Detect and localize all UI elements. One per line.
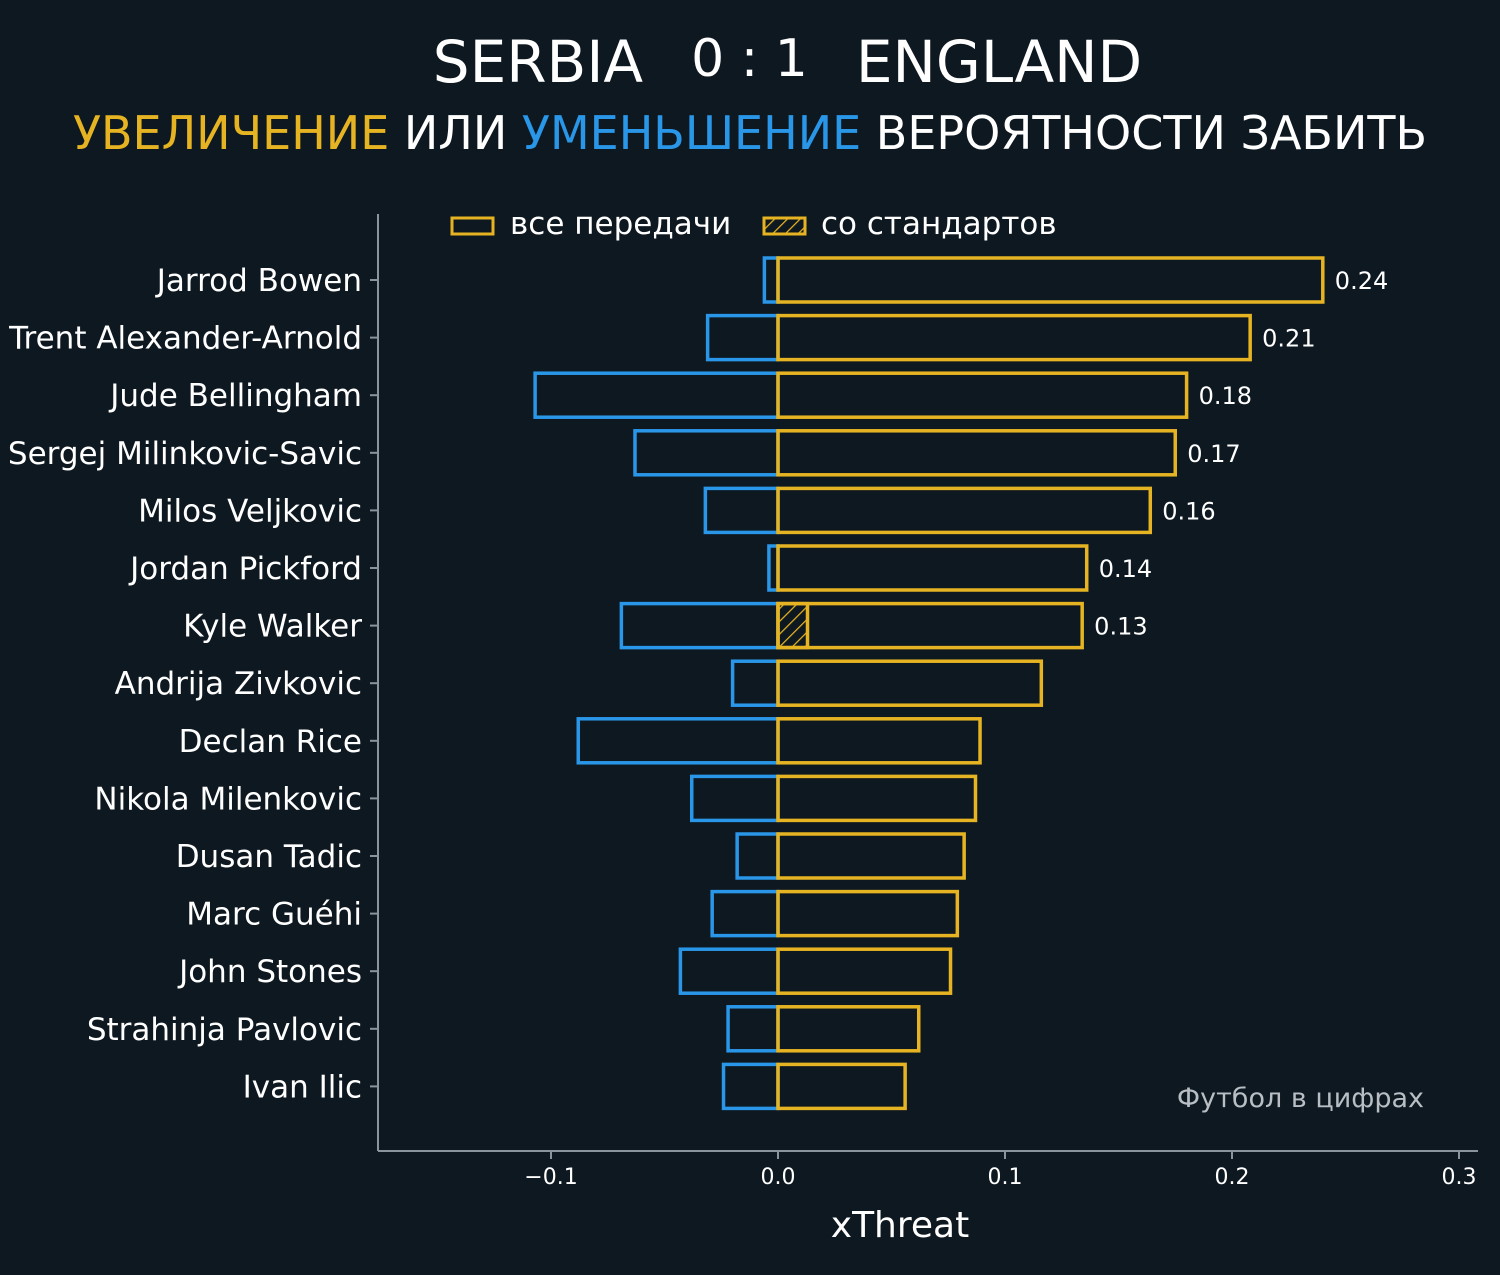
increase-bar	[776, 889, 960, 938]
player-label: Ivan Ilic	[243, 1069, 362, 1105]
match-score: 0 : 1	[691, 29, 808, 89]
decrease-bar	[703, 486, 780, 535]
increase-bar	[776, 832, 966, 880]
increase-bar	[776, 256, 1325, 304]
player-label: Dusan Tadic	[176, 839, 362, 875]
decrease-bar	[689, 774, 780, 823]
increase-bar	[776, 717, 982, 765]
decrease-bar	[726, 1005, 780, 1053]
value-label: 0.16	[1162, 497, 1215, 525]
player-label: Nikola Milenkovic	[94, 781, 362, 817]
increase-bar	[776, 371, 1189, 419]
decrease-bar	[762, 256, 780, 304]
increase-bar	[776, 659, 1044, 707]
legend-all-passes-label: все передачи	[510, 206, 731, 242]
decrease-bar	[705, 313, 780, 362]
increase-bar	[776, 601, 1084, 650]
decrease-bar	[735, 832, 780, 880]
value-label: 0.13	[1094, 613, 1147, 641]
increase-bar	[776, 1062, 907, 1111]
increase-bar	[776, 1005, 921, 1053]
decrease-bar	[730, 659, 780, 707]
watermark: Футбол в цифрах	[1177, 1083, 1424, 1114]
player-label: Milos Veljkovic	[138, 493, 362, 529]
player-label: Jude Bellingham	[108, 378, 362, 414]
value-label: 0.24	[1335, 267, 1388, 295]
player-label: John Stones	[177, 954, 362, 990]
player-label: Jarrod Bowen	[155, 263, 362, 299]
x-tick-label: 0.2	[1215, 1165, 1250, 1190]
decrease-bar	[633, 429, 780, 477]
chart-bars	[533, 256, 1325, 1111]
x-tick-label: 0.0	[761, 1165, 796, 1190]
increase-bar	[776, 313, 1252, 362]
legend-set-pieces-swatch	[762, 216, 807, 236]
decrease-bar	[576, 717, 780, 765]
increase-bar	[776, 947, 953, 995]
chart-subtitle: УВЕЛИЧЕНИЕ ИЛИ УМЕНЬШЕНИЕ ВЕРОЯТНОСТИ ЗА…	[0, 106, 1500, 160]
subtitle-or: ИЛИ	[389, 106, 522, 160]
player-label: Sergej Milinkovic-Savic	[8, 436, 362, 472]
value-label: 0.17	[1187, 440, 1240, 468]
decrease-bar	[721, 1062, 780, 1111]
player-label: Declan Rice	[179, 724, 362, 760]
player-label: Jordan Pickford	[128, 551, 362, 587]
chart-title: SERBIA 0 : 1 ENGLAND	[0, 28, 1500, 96]
player-label: Trent Alexander-Arnold	[8, 321, 362, 357]
x-axis-label: xThreat	[831, 1205, 969, 1246]
player-label: Marc Guéhi	[186, 897, 362, 933]
away-team-name: ENGLAND	[855, 28, 1143, 96]
increase-bar	[776, 429, 1177, 477]
increase-bar	[776, 774, 978, 823]
legend-all-passes-swatch	[450, 216, 495, 236]
value-label: 0.21	[1262, 325, 1315, 353]
chart-legend: все передачи со стандартов	[450, 206, 1057, 242]
value-label: 0.14	[1099, 555, 1152, 583]
value-label: 0.18	[1199, 382, 1252, 410]
player-label: Kyle Walker	[183, 609, 362, 645]
chart-labels: Jarrod Bowen 0.24 Trent Alexander-Arnold 0.…	[8, 263, 1388, 1105]
player-label: Strahinja Pavlovic	[87, 1012, 362, 1048]
x-tick-label: −0.1	[524, 1165, 577, 1190]
home-team-name: SERBIA	[432, 28, 644, 96]
x-tick-label: 0.3	[1442, 1165, 1477, 1190]
subtitle-decrease: УМЕНЬШЕНИЕ	[521, 106, 862, 160]
decrease-bar	[678, 947, 780, 995]
decrease-bar	[533, 371, 780, 419]
player-label: Andrija Zivkovic	[115, 666, 362, 702]
increase-bar	[776, 486, 1153, 535]
increase-bar	[776, 544, 1089, 592]
legend-set-pieces-label: со стандартов	[821, 206, 1057, 242]
decrease-bar	[619, 601, 780, 650]
set-piece-bar	[776, 601, 810, 650]
subtitle-rest: ВЕРОЯТНОСТИ ЗАБИТЬ	[861, 106, 1428, 160]
decrease-bar	[710, 889, 780, 938]
chart-axes: −0.1 0.0 0.1 0.2 0.3	[370, 214, 1478, 1190]
subtitle-increase: УВЕЛИЧЕНИЕ	[72, 106, 390, 160]
x-tick-label: 0.1	[988, 1165, 1023, 1190]
